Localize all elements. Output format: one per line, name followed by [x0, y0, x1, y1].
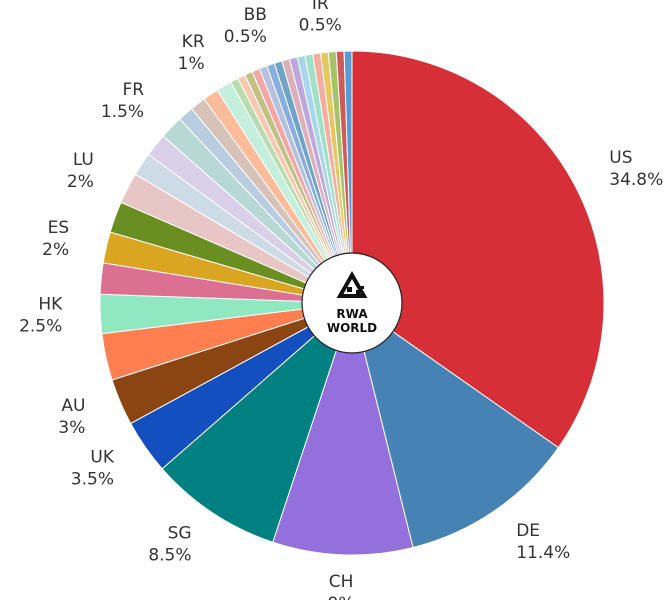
pie-slice-ch: [272, 301, 414, 556]
logo-text-world: WORLD: [327, 321, 377, 335]
slice-label-sg: SG 8.5%: [148, 524, 191, 566]
rwa-world-logo: RWA WORLD: [301, 252, 403, 354]
slice-label-lu: LU 2%: [67, 150, 94, 192]
slice-label-hk: HK 2.5%: [19, 295, 63, 337]
logo-text-rwa: RWA: [336, 307, 368, 321]
slice-label-fr: FR 1.5%: [101, 80, 144, 122]
pie-slice-de: [351, 301, 560, 549]
triangle-logo-icon: [336, 270, 368, 298]
slice-label-es: ES 2%: [42, 218, 69, 260]
pie-slice-sg: [161, 301, 354, 543]
slice-label-uk: UK 3.5%: [71, 448, 115, 490]
slice-label-de: DE 11.4%: [516, 521, 570, 563]
pie-slice-us: [351, 50, 605, 449]
slice-label-us: US 34.8%: [609, 148, 663, 190]
slice-label-bb: BB 0.5%: [224, 5, 267, 47]
pie-slices: [99, 50, 605, 556]
pie-slice-34: [343, 50, 353, 304]
slice-label-kr: KR 1%: [178, 32, 205, 74]
slice-label-au: AU 3%: [58, 396, 85, 438]
slice-label-ir: IR 0.5%: [299, 0, 342, 36]
slice-label-ch: CH9%: [328, 572, 355, 600]
